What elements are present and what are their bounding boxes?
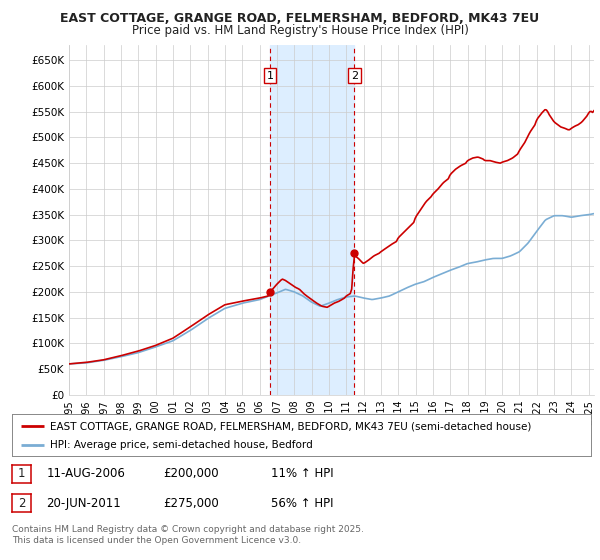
Text: EAST COTTAGE, GRANGE ROAD, FELMERSHAM, BEDFORD, MK43 7EU: EAST COTTAGE, GRANGE ROAD, FELMERSHAM, B…	[61, 12, 539, 25]
Bar	[270, 45, 354, 395]
Text: Price paid vs. HM Land Registry's House Price Index (HPI): Price paid vs. HM Land Registry's House …	[131, 24, 469, 36]
Text: 20-JUN-2011: 20-JUN-2011	[46, 497, 121, 510]
Text: 56% ↑ HPI: 56% ↑ HPI	[271, 497, 334, 510]
Text: Contains HM Land Registry data © Crown copyright and database right 2025.
This d: Contains HM Land Registry data © Crown c…	[12, 525, 364, 545]
Text: 1: 1	[266, 71, 274, 81]
Text: 1: 1	[18, 467, 25, 480]
Text: 11% ↑ HPI: 11% ↑ HPI	[271, 467, 334, 480]
Text: £275,000: £275,000	[163, 497, 219, 510]
Text: £200,000: £200,000	[163, 467, 219, 480]
Text: 11-AUG-2006: 11-AUG-2006	[46, 467, 125, 480]
Text: 2: 2	[18, 497, 25, 510]
Text: HPI: Average price, semi-detached house, Bedford: HPI: Average price, semi-detached house,…	[50, 440, 313, 450]
Text: EAST COTTAGE, GRANGE ROAD, FELMERSHAM, BEDFORD, MK43 7EU (semi-detached house): EAST COTTAGE, GRANGE ROAD, FELMERSHAM, B…	[50, 421, 531, 431]
Text: 2: 2	[350, 71, 358, 81]
